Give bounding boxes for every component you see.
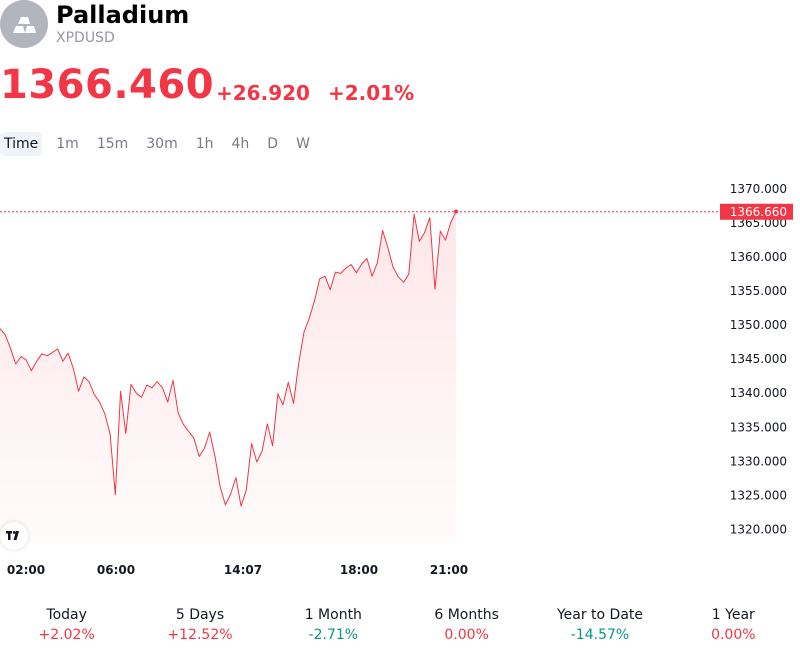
performance-item[interactable]: Year to Date -14.57%	[533, 605, 666, 645]
metal-bars-icon	[0, 0, 48, 48]
tab-1m[interactable]: 1m	[56, 136, 79, 152]
x-tick-label: 18:00	[340, 563, 378, 577]
tab-15m[interactable]: 15m	[96, 136, 129, 152]
tradingview-icon[interactable]	[0, 522, 28, 550]
timeframe-tabs: Time 1m 15m 30m 1h 4h D W	[0, 132, 319, 156]
performance-value: -14.57%	[570, 627, 630, 643]
y-tick-label: 1360.000	[730, 250, 787, 264]
performance-strip: Today +2.02% 5 Days +12.52% 1 Month -2.71% 6 M…	[0, 605, 800, 645]
tab-30m[interactable]: 30m	[146, 136, 178, 152]
tab-1h[interactable]: 1h	[195, 136, 214, 152]
tab-d[interactable]: D	[267, 136, 279, 152]
y-tick-label: 1355.000	[730, 284, 787, 298]
y-tick-label: 1320.000	[730, 522, 787, 536]
y-tick-label: 1370.000	[730, 182, 787, 196]
performance-value: 0.00%	[711, 627, 756, 643]
performance-value: +2.02%	[38, 627, 95, 643]
performance-item[interactable]: Today +2.02%	[0, 605, 133, 645]
y-tick-label: 1325.000	[730, 488, 787, 502]
performance-value: -2.71%	[308, 627, 359, 643]
y-tick-label: 1335.000	[730, 420, 787, 434]
performance-label: Today	[46, 607, 87, 623]
performance-value: 0.00%	[444, 627, 489, 643]
performance-label: 1 Year	[711, 607, 755, 623]
page-title: Palladium	[56, 1, 190, 29]
tab-w[interactable]: W	[296, 136, 310, 152]
y-tick-label: 1345.000	[730, 352, 787, 366]
price-change: +26.920	[216, 81, 310, 105]
performance-item[interactable]: 1 Year 0.00%	[667, 605, 800, 645]
price-change-percent: +2.01%	[328, 81, 415, 105]
price-area	[0, 211, 456, 543]
tab-time[interactable]: Time	[0, 132, 43, 156]
y-tick-label: 1350.000	[730, 318, 787, 332]
y-tick-label: 1340.000	[730, 386, 787, 400]
tab-4h[interactable]: 4h	[231, 136, 250, 152]
ticker-symbol: XPDUSD	[56, 30, 115, 46]
performance-label: 6 Months	[434, 607, 499, 623]
last-price-label: 1366.660	[730, 205, 787, 219]
performance-item[interactable]: 1 Month -2.71%	[267, 605, 400, 645]
x-tick-label: 14:07	[224, 563, 262, 577]
current-price: 1366.460	[0, 62, 215, 108]
last-price-point	[454, 209, 458, 214]
performance-label: 5 Days	[175, 607, 225, 623]
last-price-badge	[720, 203, 793, 220]
performance-label: Year to Date	[556, 607, 643, 623]
x-tick-label: 21:00	[430, 563, 468, 577]
y-tick-label: 1330.000	[730, 454, 787, 468]
performance-label: 1 Month	[304, 607, 362, 623]
performance-value: +12.52%	[167, 627, 233, 643]
performance-item[interactable]: 6 Months 0.00%	[400, 605, 533, 645]
price-line	[0, 211, 457, 507]
x-tick-label: 02:00	[7, 563, 45, 577]
price-chart[interactable]: 1370.0001365.0001360.0001355.0001350.000…	[0, 160, 800, 590]
x-tick-label: 06:00	[97, 563, 135, 577]
performance-item[interactable]: 5 Days +12.52%	[133, 605, 266, 645]
